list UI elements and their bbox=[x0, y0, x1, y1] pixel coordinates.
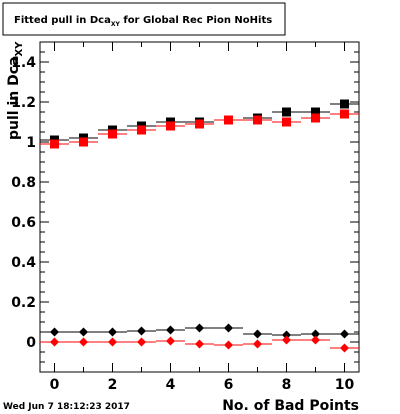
data-point bbox=[282, 335, 291, 345]
data-point bbox=[282, 117, 291, 127]
data-point bbox=[311, 113, 320, 123]
data-point bbox=[253, 115, 262, 125]
x-tick-label: 10 bbox=[335, 377, 355, 393]
y-tick-label: 0.2 bbox=[11, 295, 36, 311]
data-point bbox=[195, 323, 204, 333]
data-point bbox=[340, 343, 349, 353]
data-point bbox=[137, 125, 146, 135]
data-point bbox=[253, 339, 262, 349]
x-tick-label: 0 bbox=[50, 377, 60, 393]
y-axis-title: pull in DcaXY bbox=[6, 41, 25, 140]
data-point bbox=[253, 329, 262, 339]
data-point bbox=[50, 327, 59, 337]
chart-title-prefix: Fitted pull in Dca bbox=[14, 15, 111, 26]
x-axis: 0 2 4 6 8 10 bbox=[50, 42, 355, 393]
x-tick-label: 4 bbox=[166, 377, 176, 393]
chart-title-suffix: for Global Rec Pion NoHits bbox=[120, 15, 272, 26]
data-point bbox=[311, 107, 320, 117]
data-point bbox=[50, 337, 59, 347]
data-point bbox=[137, 337, 146, 347]
data-point bbox=[108, 337, 117, 347]
plot-frame bbox=[39, 41, 360, 373]
data-point bbox=[282, 107, 291, 117]
data-point bbox=[166, 121, 175, 131]
data-point bbox=[50, 139, 59, 149]
y-tick-label: 1.4 bbox=[11, 55, 36, 71]
chart-title: Fitted pull in DcaXY for Global Rec Pion… bbox=[14, 15, 272, 28]
data-point bbox=[340, 99, 349, 109]
x-tick-label: 6 bbox=[224, 377, 234, 393]
y-tick-label: 0.6 bbox=[11, 215, 36, 231]
data-point bbox=[340, 109, 349, 119]
data-point bbox=[340, 329, 349, 339]
data-point bbox=[79, 337, 88, 347]
y-tick-label: 0.8 bbox=[11, 175, 36, 191]
data-point bbox=[282, 330, 291, 340]
data-point bbox=[166, 336, 175, 346]
y-tick-label: 0.4 bbox=[11, 255, 36, 271]
x-axis-title: No. of Bad Points bbox=[222, 398, 359, 414]
y-tick-label: 0 bbox=[26, 335, 36, 351]
data-point bbox=[224, 340, 233, 350]
y-axis-title-main: pull in Dca bbox=[6, 57, 22, 140]
data-series-2 bbox=[40, 109, 359, 149]
y-axis-title-subscript: XY bbox=[14, 41, 25, 57]
data-point bbox=[108, 129, 117, 139]
data-point bbox=[195, 119, 204, 129]
data-point bbox=[166, 325, 175, 335]
data-point bbox=[224, 115, 233, 125]
data-point bbox=[311, 335, 320, 345]
y-axis: 0 0.2 0.4 0.6 0.8 1 1.2 1.4 bbox=[11, 41, 359, 373]
timestamp-footer: Wed Jun 7 18:12:23 2017 bbox=[3, 402, 130, 412]
data-point bbox=[79, 327, 88, 337]
data-point bbox=[108, 327, 117, 337]
data-point bbox=[137, 326, 146, 336]
y-tick-label: 1 bbox=[26, 135, 36, 151]
chart-title-subscript: XY bbox=[111, 21, 121, 28]
title-frame bbox=[2, 2, 286, 36]
data-point bbox=[311, 329, 320, 339]
data-point bbox=[195, 339, 204, 349]
data-point bbox=[79, 137, 88, 147]
data-series-3 bbox=[40, 323, 359, 340]
data-point bbox=[224, 323, 233, 333]
y-tick-label: 1.2 bbox=[11, 95, 36, 111]
y-axis-title-group: pull in DcaXY bbox=[6, 41, 25, 140]
x-tick-label: 8 bbox=[282, 377, 292, 393]
data-series-4 bbox=[40, 335, 359, 353]
data-series-layer bbox=[40, 99, 359, 353]
x-tick-label: 2 bbox=[108, 377, 118, 393]
chart-title-box: Fitted pull in DcaXY for Global Rec Pion… bbox=[2, 2, 286, 36]
